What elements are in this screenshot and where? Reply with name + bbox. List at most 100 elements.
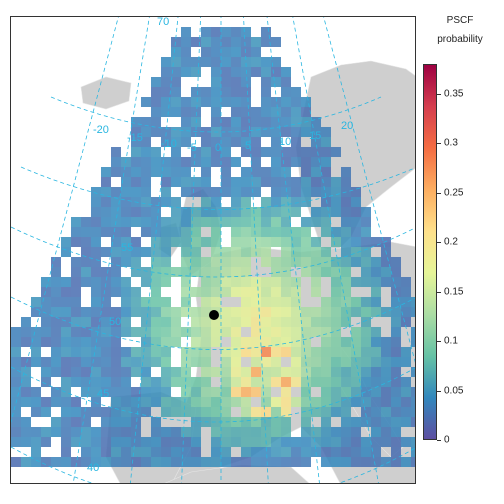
pscf-cell — [311, 247, 321, 257]
pscf-cell — [11, 417, 21, 427]
pscf-cell — [221, 277, 231, 287]
pscf-cell — [221, 97, 231, 107]
pscf-cell — [21, 417, 31, 427]
pscf-cell — [161, 337, 171, 347]
pscf-cell — [391, 257, 401, 267]
pscf-cell — [361, 307, 371, 317]
pscf-cell — [381, 417, 391, 427]
pscf-cell — [271, 117, 281, 127]
pscf-cell — [171, 147, 181, 157]
pscf-cell — [271, 197, 281, 207]
pscf-cell — [181, 167, 191, 177]
pscf-cell — [221, 147, 231, 157]
pscf-cell — [181, 67, 191, 77]
pscf-cell — [101, 377, 111, 387]
pscf-cell — [181, 127, 191, 137]
pscf-cell — [211, 237, 221, 247]
pscf-cell — [401, 387, 411, 397]
pscf-cell — [311, 447, 321, 457]
pscf-cell — [211, 97, 221, 107]
pscf-cell — [181, 447, 191, 457]
pscf-cell — [81, 367, 91, 377]
pscf-cell — [371, 387, 381, 397]
pscf-cell — [91, 297, 101, 307]
pscf-cell — [151, 287, 161, 297]
pscf-cell — [241, 237, 251, 247]
pscf-cell — [281, 287, 291, 297]
pscf-cell — [291, 137, 301, 147]
pscf-cell — [271, 137, 281, 147]
pscf-cell — [191, 417, 201, 427]
pscf-cell — [381, 257, 391, 267]
pscf-cell — [331, 297, 341, 307]
pscf-cell — [361, 407, 371, 417]
pscf-cell — [181, 397, 191, 407]
pscf-cell — [131, 437, 141, 447]
pscf-cell — [261, 367, 271, 377]
pscf-cell — [411, 447, 415, 457]
pscf-cell — [371, 267, 381, 277]
pscf-cell — [241, 247, 251, 257]
pscf-cell — [411, 367, 415, 377]
pscf-cell — [61, 297, 71, 307]
pscf-cell — [241, 457, 251, 467]
pscf-cell — [181, 187, 191, 197]
pscf-cell — [301, 267, 311, 277]
pscf-cell — [271, 57, 281, 67]
pscf-cell — [341, 267, 351, 277]
pscf-cell — [121, 207, 131, 217]
pscf-cell — [191, 57, 201, 67]
pscf-cell — [301, 197, 311, 207]
pscf-cell — [181, 377, 191, 387]
pscf-cell — [301, 217, 311, 227]
pscf-cell — [251, 207, 261, 217]
pscf-cell — [261, 287, 271, 297]
pscf-cell — [371, 447, 381, 457]
pscf-cell — [281, 277, 291, 287]
pscf-cell — [91, 197, 101, 207]
pscf-cell — [241, 347, 251, 357]
pscf-cell — [141, 387, 151, 397]
pscf-cell — [221, 247, 231, 257]
pscf-cell — [341, 177, 351, 187]
pscf-cell — [351, 367, 361, 377]
pscf-cell — [241, 387, 251, 397]
pscf-cell — [11, 427, 21, 437]
pscf-cell — [31, 437, 41, 447]
pscf-cell — [201, 297, 211, 307]
pscf-cell — [101, 277, 111, 287]
pscf-cell — [181, 297, 191, 307]
pscf-cell — [271, 237, 281, 247]
pscf-cell — [211, 317, 221, 327]
pscf-cell — [161, 347, 171, 357]
pscf-cell — [161, 157, 171, 167]
pscf-cell — [171, 407, 181, 417]
pscf-cell — [61, 337, 71, 347]
pscf-cell — [161, 307, 171, 317]
pscf-cell — [81, 217, 91, 227]
pscf-cell — [221, 157, 231, 167]
pscf-cell — [91, 257, 101, 267]
pscf-cell — [201, 397, 211, 407]
pscf-cell — [351, 347, 361, 357]
pscf-cell — [351, 337, 361, 347]
pscf-cell — [371, 417, 381, 427]
pscf-cell — [381, 347, 391, 357]
pscf-cell — [121, 177, 131, 187]
pscf-cell — [261, 307, 271, 317]
pscf-cell — [391, 407, 401, 417]
pscf-cell — [341, 167, 351, 177]
pscf-cell — [251, 337, 261, 347]
pscf-cell — [161, 277, 171, 287]
pscf-cell — [51, 347, 61, 357]
pscf-cell — [151, 297, 161, 307]
meridian-20 — [323, 17, 415, 363]
pscf-cell — [191, 347, 201, 357]
pscf-cell — [21, 337, 31, 347]
pscf-cell — [151, 307, 161, 317]
pscf-cell — [361, 257, 371, 267]
pscf-cell — [321, 417, 331, 427]
pscf-cell — [341, 377, 351, 387]
pscf-cell — [241, 227, 251, 237]
pscf-cell — [201, 217, 211, 227]
